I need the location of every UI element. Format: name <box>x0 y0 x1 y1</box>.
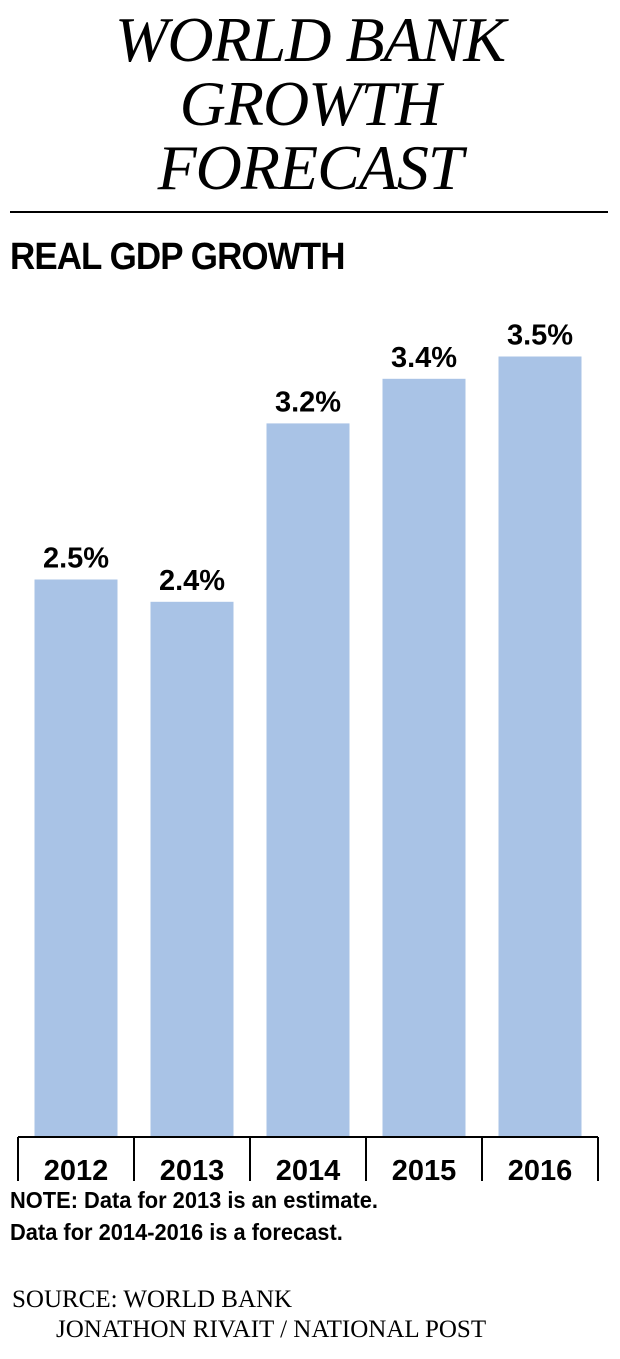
bar <box>266 423 350 1137</box>
headline-line: GROWTH <box>179 68 442 139</box>
headline: WORLD BANK GROWTH FORECAST <box>0 8 620 200</box>
data-label: 3.4% <box>391 342 457 374</box>
bar <box>382 378 466 1137</box>
x-tick-label: 2013 <box>160 1155 225 1187</box>
data-label: 2.4% <box>159 565 225 597</box>
x-tick-label: 2012 <box>44 1155 109 1187</box>
data-label: 3.2% <box>275 386 341 418</box>
headline-line: WORLD BANK <box>115 4 506 75</box>
source: SOURCE: WORLD BANK <box>12 1286 293 1313</box>
note-line: Data for 2014-2016 is a forecast. <box>10 1219 343 1245</box>
data-label: 3.5% <box>507 320 573 352</box>
note-line: NOTE: Data for 2013 is an estimate. <box>10 1187 378 1213</box>
data-label: 2.5% <box>43 543 109 575</box>
x-tick-label: 2015 <box>392 1155 457 1187</box>
x-tick-label: 2014 <box>276 1155 341 1187</box>
note: NOTE: Data for 2013 is an estimate. Data… <box>10 1184 378 1248</box>
x-tick-label: 2016 <box>508 1155 573 1187</box>
credit: JONATHON RIVAIT / NATIONAL POST <box>56 1316 487 1343</box>
bar <box>34 579 118 1137</box>
divider <box>10 211 608 213</box>
bar <box>498 356 582 1137</box>
bar <box>150 601 234 1137</box>
headline-line: FORECAST <box>157 132 464 203</box>
chart-title: REAL GDP GROWTH <box>10 236 345 278</box>
